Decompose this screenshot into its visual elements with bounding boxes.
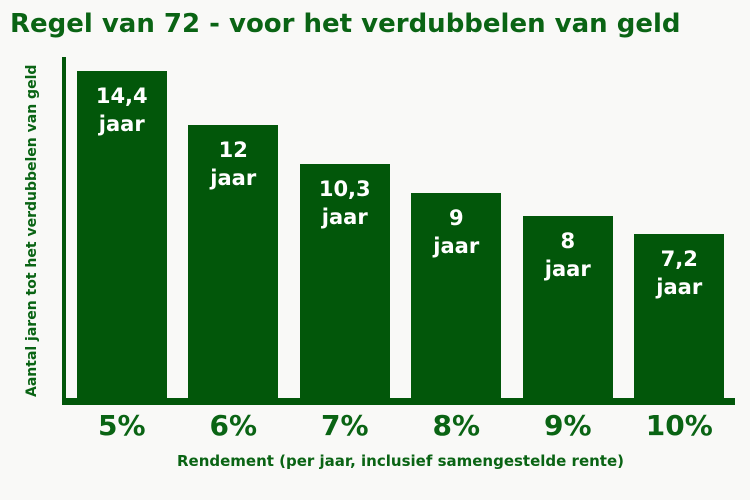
bar-unit: jaar: [544, 257, 591, 282]
x-tick-10pct: 10%: [645, 409, 713, 442]
x-tick-6pct: 6%: [209, 409, 258, 442]
bar-unit: jaar: [321, 204, 368, 229]
bar-column-5pct: 14,4 jaar: [66, 57, 178, 398]
bar-value: 9: [448, 206, 464, 231]
bar-10pct: 7,2 jaar: [634, 234, 725, 398]
bar-value: 14,4: [95, 83, 148, 108]
bar-column-10pct: 7,2 jaar: [624, 57, 736, 398]
bar-column-9pct: 8 jaar: [512, 57, 624, 398]
bar-value-label: 10,3 jaar: [319, 175, 371, 231]
chart-title: Regel van 72 - voor het verdubbelen van …: [10, 9, 681, 39]
bar-value: 12: [218, 138, 248, 163]
bar-value: 10,3: [318, 176, 371, 201]
x-tick-5pct: 5%: [97, 409, 146, 442]
bar-value-label: 7,2 jaar: [656, 245, 702, 301]
plot-area: 14,4 jaar 12 jaar 10,3 jaar: [62, 57, 735, 405]
x-tick-9pct: 9%: [543, 409, 592, 442]
bar-unit: jaar: [433, 234, 480, 259]
bar-column-8pct: 9 jaar: [401, 57, 513, 398]
bar-7pct: 10,3 jaar: [299, 163, 390, 398]
x-axis-tick-labels: 5% 6% 7% 8% 9% 10%: [66, 409, 735, 443]
x-tick-8pct: 8%: [432, 409, 481, 442]
bar-column-6pct: 12 jaar: [178, 57, 290, 398]
bar-9pct: 8 jaar: [522, 216, 613, 398]
bar-8pct: 9 jaar: [411, 193, 502, 398]
y-axis-label: Aantal jaren tot het verdubbelen van gel…: [24, 64, 40, 398]
x-axis-title: Rendement (per jaar, inclusief samengest…: [176, 452, 625, 470]
bar-value-label: 8 jaar: [545, 227, 591, 283]
bars-container: 14,4 jaar 12 jaar 10,3 jaar: [66, 57, 735, 398]
bar-6pct: 12 jaar: [188, 125, 279, 398]
bar-unit: jaar: [98, 111, 145, 136]
bar-value-label: 12 jaar: [210, 136, 256, 192]
bar-column-7pct: 10,3 jaar: [289, 57, 401, 398]
bar-unit: jaar: [656, 275, 703, 300]
bar-value: 8: [560, 229, 576, 254]
bar-5pct: 14,4 jaar: [76, 70, 167, 398]
bar-value-label: 14,4 jaar: [96, 82, 148, 138]
bar-unit: jaar: [210, 166, 257, 191]
x-tick-7pct: 7%: [320, 409, 369, 442]
bar-value-label: 9 jaar: [433, 204, 479, 260]
bar-value: 7,2: [660, 247, 698, 272]
